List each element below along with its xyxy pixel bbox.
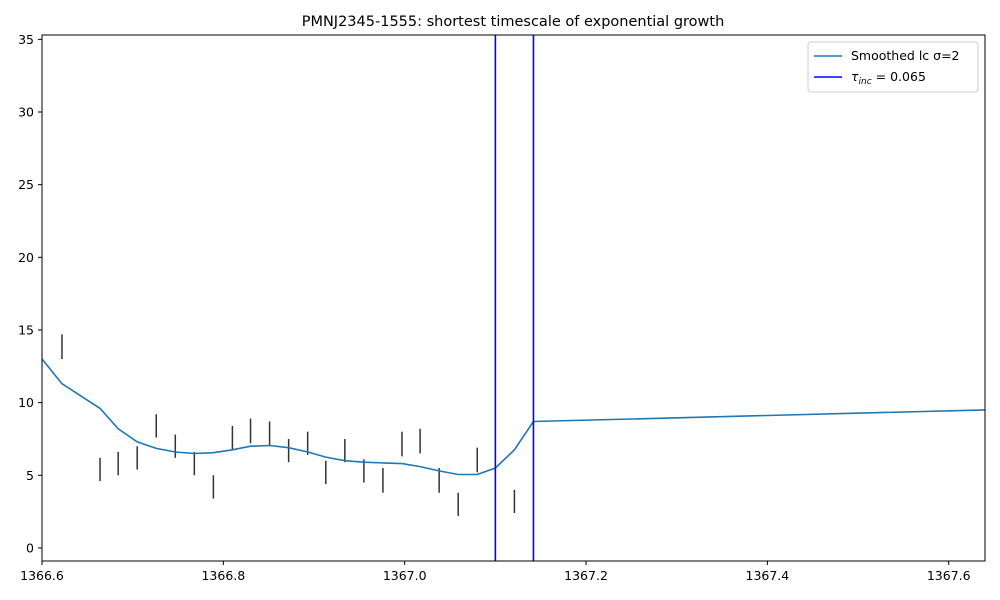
y-tick-label: 10 (18, 395, 34, 410)
axis-ticks: 1366.6 1366.8 1367.0 1367.2 1367.4 1367.6 0 5 10… (18, 32, 971, 583)
series-line-smoothed (41, 358, 986, 476)
x-tick-label: 1367.4 (746, 568, 790, 583)
legend-tau-subscript: inc (859, 77, 872, 87)
x-tick-label: 1367.2 (564, 568, 608, 583)
legend-label-tau: τinc = 0.065 (851, 69, 926, 87)
y-tick-label: 0 (26, 540, 34, 555)
plot-area (41, 35, 986, 561)
legend: Smoothed lc σ=2 τinc = 0.065 (807, 41, 979, 93)
x-tick-label: 1366.8 (201, 568, 245, 583)
y-tick-label: 30 (18, 105, 34, 120)
legend-label-smoothed: Smoothed lc σ=2 (851, 48, 960, 63)
legend-tau-symbol: τ (851, 69, 859, 84)
chart-title: PMNJ2345-1555: shortest timescale of exp… (302, 14, 725, 30)
y-tick-label: 20 (18, 250, 34, 265)
x-tick-label: 1367.0 (383, 568, 427, 583)
y-tick-label: 15 (18, 322, 34, 337)
legend-frame (807, 41, 979, 93)
x-tick-label: 1366.6 (20, 568, 64, 583)
y-tick-label: 5 (26, 468, 34, 483)
legend-tau-value: = 0.065 (872, 69, 926, 84)
y-tick-label: 25 (18, 177, 34, 192)
y-tick-label: 35 (18, 32, 34, 47)
x-tick-label: 1367.6 (927, 568, 971, 583)
plot-frame (41, 34, 986, 562)
